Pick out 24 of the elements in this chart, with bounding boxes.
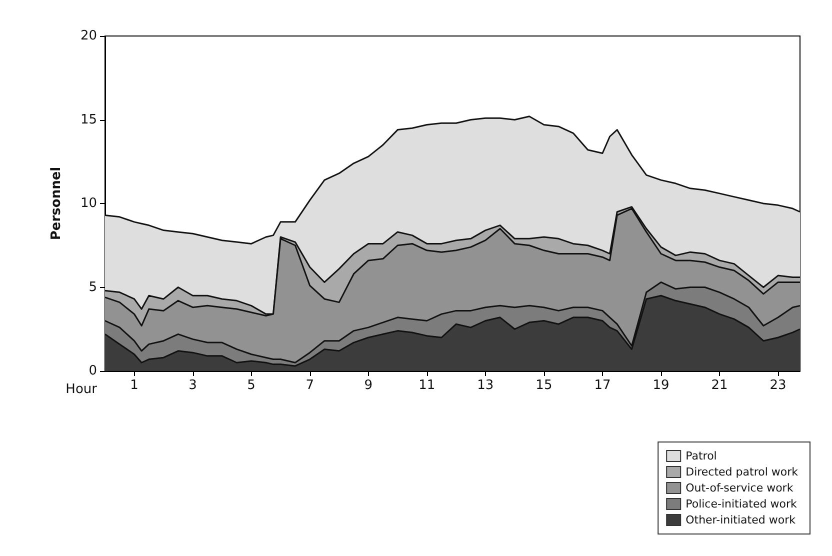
x-tick-label: 23 (770, 378, 786, 393)
x-tick-label: 13 (477, 378, 494, 393)
x-tick-label: 7 (306, 378, 314, 393)
x-tick-label: 3 (188, 378, 197, 393)
y-tick-label: 20 (80, 28, 97, 44)
x-tick-label: 1 (130, 378, 138, 393)
y-tick-label: 5 (88, 280, 97, 295)
legend-label: Other-initiated work (686, 514, 796, 526)
legend-label: Directed patrol work (686, 466, 799, 478)
y-axis-title: Personnel (49, 166, 64, 240)
x-tick-label: 21 (711, 378, 728, 393)
y-tick-label: 15 (80, 112, 97, 128)
y-tick-label: 0 (88, 364, 97, 378)
x-tick-label: 17 (594, 378, 611, 393)
legend-label: Out-of-service work (686, 482, 794, 494)
x-tick-label: 5 (247, 378, 256, 393)
x-tick-label: 11 (418, 378, 436, 393)
y-tick-label: 10 (80, 196, 97, 211)
legend-label: Patrol (686, 450, 717, 462)
x-axis-title: Hour (66, 382, 98, 397)
x-tick-label: 9 (364, 378, 373, 393)
x-tick-label: 15 (536, 378, 552, 393)
x-tick-label: 19 (652, 378, 670, 393)
legend-label: Police-initiated work (686, 498, 798, 510)
